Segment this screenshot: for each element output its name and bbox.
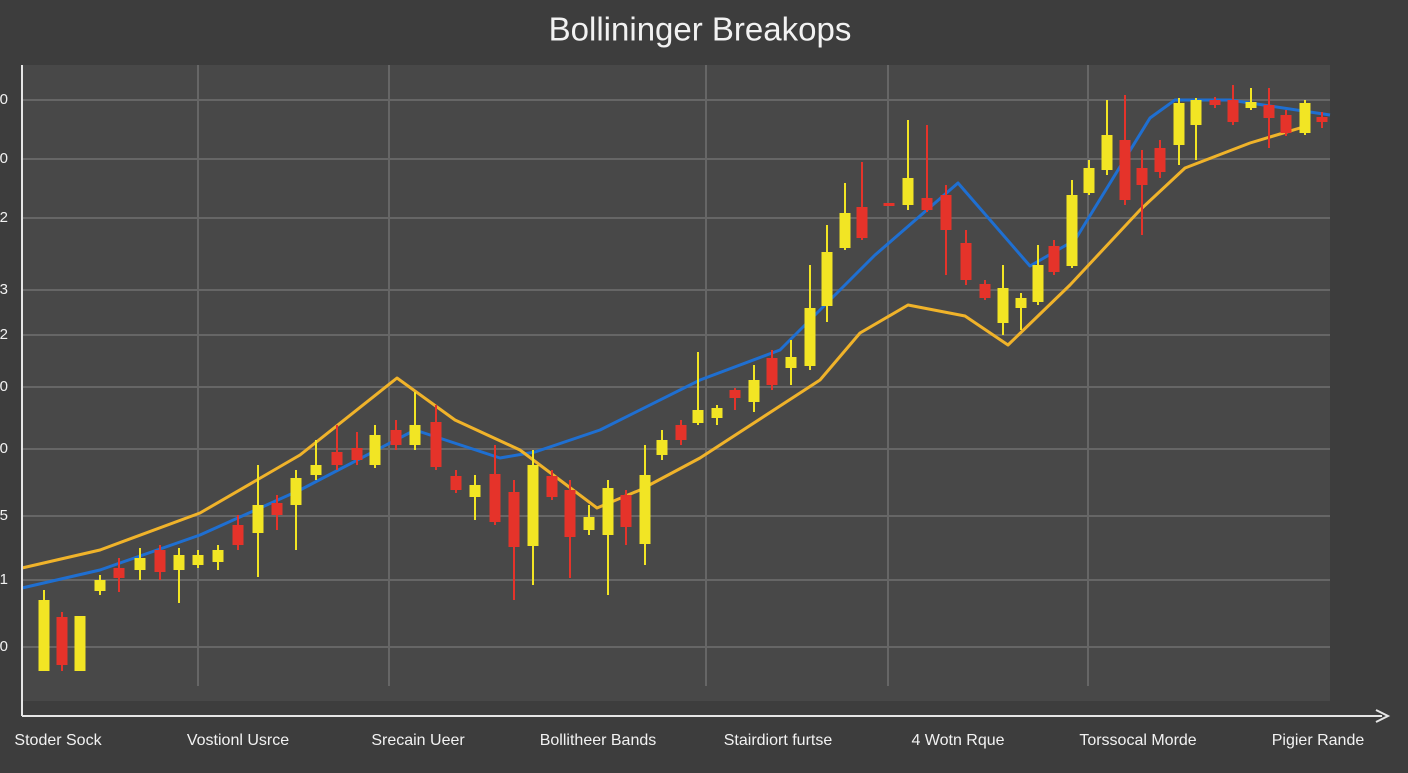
y-tick-label: 0	[0, 440, 8, 457]
y-tick-label: 2	[0, 326, 8, 343]
candle-body	[839, 213, 851, 248]
candle-body	[546, 476, 558, 497]
candle-body	[620, 495, 632, 527]
candle-body	[997, 288, 1009, 323]
y-tick-label: 5	[0, 507, 8, 524]
candle-body	[883, 203, 895, 206]
candle-body	[785, 357, 797, 368]
y-tick-label: 1	[0, 571, 8, 588]
candle-body	[134, 558, 146, 570]
y-tick-label: 0	[0, 150, 8, 167]
candle-body	[38, 600, 50, 671]
candle-body	[310, 465, 322, 475]
candle-body	[1209, 100, 1221, 105]
y-tick-label: 0	[0, 378, 8, 395]
candle-body	[489, 474, 501, 522]
candle-body	[1154, 148, 1166, 172]
band-line	[21, 98, 1331, 590]
plot-area	[22, 65, 1330, 701]
x-axis-arrow	[1375, 709, 1391, 723]
y-tick-label: 0	[0, 91, 8, 108]
candle-body	[711, 408, 723, 418]
candle-body	[1136, 168, 1148, 185]
candle-body	[675, 425, 687, 440]
candle-body	[564, 490, 576, 537]
candle-body	[940, 195, 952, 230]
candle-body	[766, 358, 778, 385]
x-tick-label: Srecain Ueer	[371, 732, 465, 749]
candle-body	[1066, 195, 1078, 266]
x-tick-label: Pigier Rande	[1272, 732, 1365, 749]
candle-body	[602, 488, 614, 535]
candle-body	[1048, 246, 1060, 272]
candle-body	[1245, 102, 1257, 108]
candle-body	[656, 440, 668, 455]
y-tick-label: 3	[0, 281, 8, 298]
chart-title: Bollininger Breakops	[549, 11, 852, 48]
candle-body	[56, 617, 68, 665]
candle-body	[351, 448, 363, 460]
candle-body	[856, 207, 868, 238]
candle-body	[430, 422, 442, 467]
x-tick-label: Stoder Sock	[14, 732, 102, 749]
candle-body	[921, 198, 933, 210]
candle-body	[1015, 298, 1027, 308]
x-tick-label: Stairdiort furtse	[724, 732, 833, 749]
candle-body	[94, 580, 106, 591]
candle-body	[1173, 103, 1185, 145]
candle-body	[409, 425, 421, 445]
candle-body	[748, 380, 760, 402]
candle-body	[1263, 105, 1275, 118]
candle-body	[1032, 265, 1044, 302]
candle-body	[1083, 168, 1095, 193]
candle-body	[450, 476, 462, 490]
candle-body	[331, 452, 343, 465]
candle-body	[390, 430, 402, 445]
x-tick-label: 4 Wotn Rque	[911, 732, 1004, 749]
candle-body	[173, 555, 185, 570]
candle-body	[232, 525, 244, 545]
candle-body	[113, 568, 125, 578]
candles	[38, 85, 1328, 671]
x-tick-label: Vostionl Usrce	[187, 732, 289, 749]
candle-body	[192, 555, 204, 565]
candle-body	[212, 550, 224, 562]
candle-body	[271, 503, 283, 515]
candle-body	[290, 478, 302, 505]
candle-body	[469, 485, 481, 497]
x-tick-label: Torssocal Morde	[1079, 732, 1196, 749]
candle-body	[369, 435, 381, 465]
candle-body	[1280, 115, 1292, 133]
candle-body	[979, 284, 991, 298]
candle-body	[1299, 103, 1311, 133]
candle-body	[729, 390, 741, 398]
candle-body	[821, 252, 833, 306]
x-tick-label: Bollitheer Bands	[540, 732, 657, 749]
candle-body	[74, 616, 86, 671]
candle-body	[639, 475, 651, 544]
vertical-grid	[197, 65, 1089, 686]
candle-body	[154, 550, 166, 572]
candle-body	[902, 178, 914, 205]
candle-body	[1101, 135, 1113, 170]
candle-body	[1119, 140, 1131, 200]
candle-body	[1190, 100, 1202, 125]
candle-body	[960, 243, 972, 280]
candle-body	[692, 410, 704, 423]
candle-body	[252, 505, 264, 533]
candle-body	[527, 465, 539, 546]
candle-body	[583, 517, 595, 530]
candle-body	[1316, 117, 1328, 122]
candle-body	[508, 492, 520, 547]
candle-body	[804, 308, 816, 366]
y-tick-label: 0	[0, 638, 8, 655]
candle-body	[1227, 100, 1239, 122]
y-tick-label: 2	[0, 209, 8, 226]
